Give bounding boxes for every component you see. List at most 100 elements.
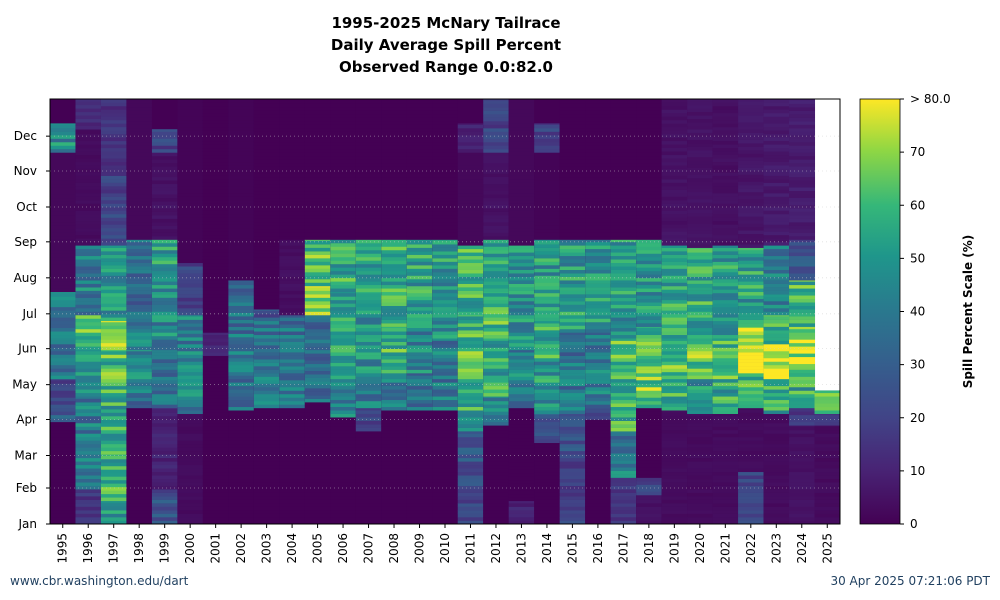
heatmap-cell [75, 464, 102, 469]
heatmap-cell [457, 457, 484, 462]
heatmap-cell [330, 260, 357, 265]
heatmap-cell [330, 292, 357, 297]
heatmap-cell [585, 100, 612, 104]
heatmap-cell [330, 450, 357, 455]
heatmap-cell [508, 294, 535, 298]
heatmap-cell [712, 275, 739, 280]
heatmap-cell [738, 443, 765, 448]
heatmap-cell [177, 112, 204, 117]
heatmap-cell [534, 333, 561, 338]
heatmap-cell [202, 182, 229, 187]
heatmap-cell [75, 457, 102, 462]
heatmap-cell [687, 167, 714, 172]
heatmap-cell [763, 109, 790, 114]
heatmap-cell [483, 277, 510, 282]
heatmap-cell [151, 419, 178, 424]
heatmap-cell [457, 131, 484, 136]
heatmap-cell [636, 159, 663, 164]
heatmap-cell [381, 270, 408, 275]
heatmap-cell [151, 197, 178, 202]
heatmap-cell [75, 165, 102, 169]
heatmap-cell [381, 284, 408, 289]
heatmap-cell [228, 248, 255, 253]
heatmap-cell [279, 338, 306, 342]
heatmap-cell [177, 304, 204, 309]
heatmap-cell [738, 397, 765, 402]
heatmap-cell [508, 472, 535, 477]
heatmap-cell [253, 359, 280, 363]
heatmap-cell [126, 520, 153, 525]
heatmap-cell [330, 503, 357, 507]
heatmap-cell [177, 217, 204, 222]
heatmap-cell [304, 162, 331, 167]
heatmap-cell [636, 449, 663, 454]
heatmap-cell [763, 311, 790, 316]
heatmap-cell [508, 147, 535, 152]
heatmap-cell [126, 308, 153, 312]
heatmap-cell [559, 245, 586, 250]
heatmap-cell [763, 510, 790, 514]
heatmap-cell [508, 203, 535, 208]
heatmap-cell [253, 242, 280, 247]
heatmap-cell [381, 103, 408, 108]
heatmap-cell [534, 310, 561, 315]
heatmap-cell [304, 353, 331, 358]
heatmap-cell [406, 450, 433, 455]
heatmap-cell [75, 129, 102, 131]
heatmap-cell [406, 341, 433, 346]
heatmap-cell [177, 147, 204, 152]
heatmap-cell [712, 217, 739, 222]
heatmap-cell [151, 461, 178, 466]
heatmap-cell [151, 222, 178, 226]
heatmap-cell [432, 429, 459, 434]
heatmap-cell [636, 499, 663, 504]
heatmap-cell [508, 469, 535, 474]
heatmap-cell [789, 492, 816, 497]
heatmap-cell [559, 332, 586, 336]
heatmap-cell [712, 492, 739, 497]
heatmap-cell [100, 436, 127, 441]
heatmap-cell [253, 187, 280, 192]
heatmap-cell [789, 400, 816, 405]
heatmap-cell [585, 334, 612, 339]
heatmap-cell [559, 148, 586, 153]
heatmap-cell [228, 454, 255, 459]
heatmap-cell [50, 489, 76, 493]
heatmap-cell [508, 112, 535, 117]
heatmap-cell [228, 288, 255, 293]
heatmap-cell [50, 347, 76, 352]
heatmap-cell [687, 503, 714, 507]
heatmap-cell [432, 176, 459, 181]
heatmap-cell [432, 385, 459, 390]
heatmap-cell [126, 496, 153, 500]
heatmap-cell [763, 224, 790, 229]
heatmap-cell [534, 236, 561, 240]
heatmap-cell [330, 204, 357, 209]
heatmap-cell [381, 419, 408, 424]
heatmap-cell [355, 400, 382, 405]
heatmap-cell [432, 289, 459, 294]
heatmap-cell [661, 147, 688, 152]
heatmap-cell [228, 255, 255, 260]
heatmap-cell [100, 245, 127, 248]
heatmap-cell [687, 482, 714, 486]
heatmap-cell [789, 248, 816, 253]
heatmap-cell [738, 295, 765, 300]
heatmap-cell [534, 166, 561, 171]
heatmap-cell [763, 179, 790, 183]
colorbar-tick-label: 70 [910, 145, 925, 159]
x-tick-label: 2001 [209, 533, 223, 564]
heatmap-cell [177, 210, 204, 215]
heatmap-cell [738, 309, 765, 313]
heatmap-cell [483, 414, 510, 419]
heatmap-cell [457, 134, 484, 139]
x-tick-label: 1999 [158, 533, 172, 564]
heatmap-cell [483, 281, 510, 286]
heatmap-cell [636, 481, 663, 485]
heatmap-cell [763, 130, 790, 135]
heatmap-cell [75, 108, 102, 113]
heatmap-cell [202, 510, 229, 514]
heatmap-cell [126, 510, 153, 514]
heatmap-cell [177, 429, 204, 434]
heatmap-cell [304, 381, 331, 385]
